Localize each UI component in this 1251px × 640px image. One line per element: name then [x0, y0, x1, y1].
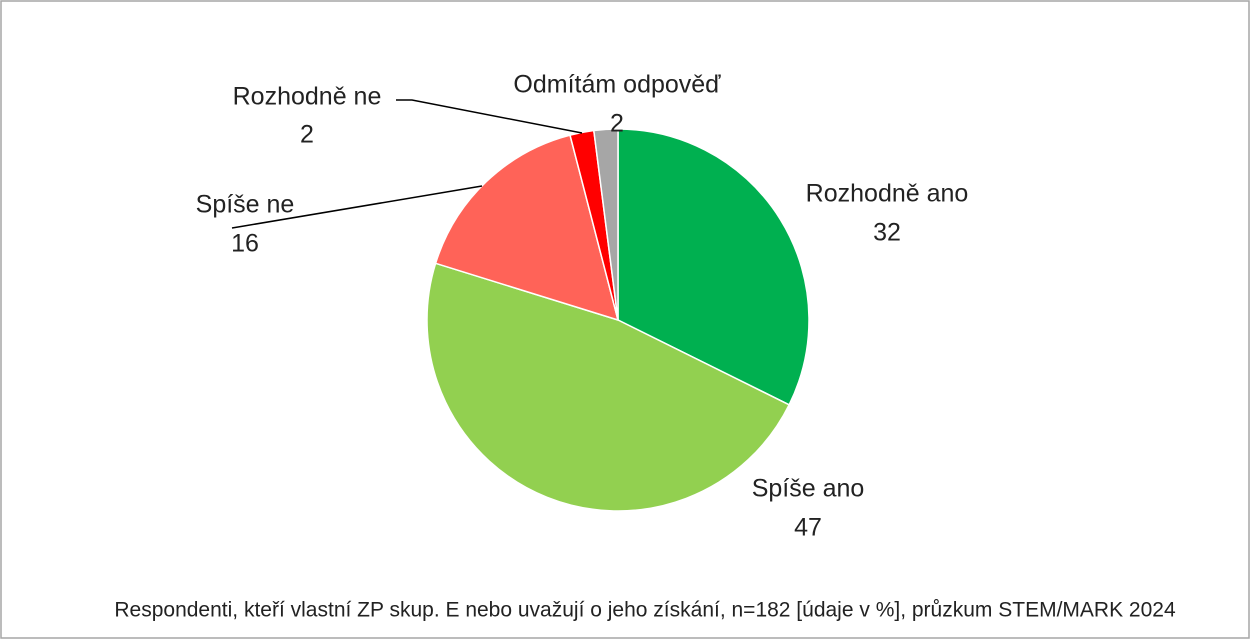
- slice-value: 47: [794, 514, 822, 542]
- slice-label: Spíše ano: [752, 475, 865, 503]
- slice-value: 32: [873, 219, 901, 247]
- slice-value: 16: [231, 230, 259, 258]
- slice-value: 2: [610, 110, 624, 138]
- leader-line: [231, 185, 483, 229]
- chart-note: Respondenti, kteří vlastní ZP skup. E ne…: [114, 599, 1176, 622]
- slice-label: Rozhodně ano: [806, 180, 969, 208]
- leader-line: [396, 99, 583, 134]
- slice-label: Rozhodně ne: [233, 83, 382, 111]
- pie-slice: [592, 128, 619, 321]
- pie-slice: [617, 128, 810, 406]
- slice-label: Spíše ne: [196, 191, 295, 219]
- pie-slice: [434, 134, 620, 322]
- pie-slice: [426, 262, 791, 512]
- slice-value: 2: [300, 121, 314, 149]
- slice-label: Odmítám odpověď: [513, 71, 721, 99]
